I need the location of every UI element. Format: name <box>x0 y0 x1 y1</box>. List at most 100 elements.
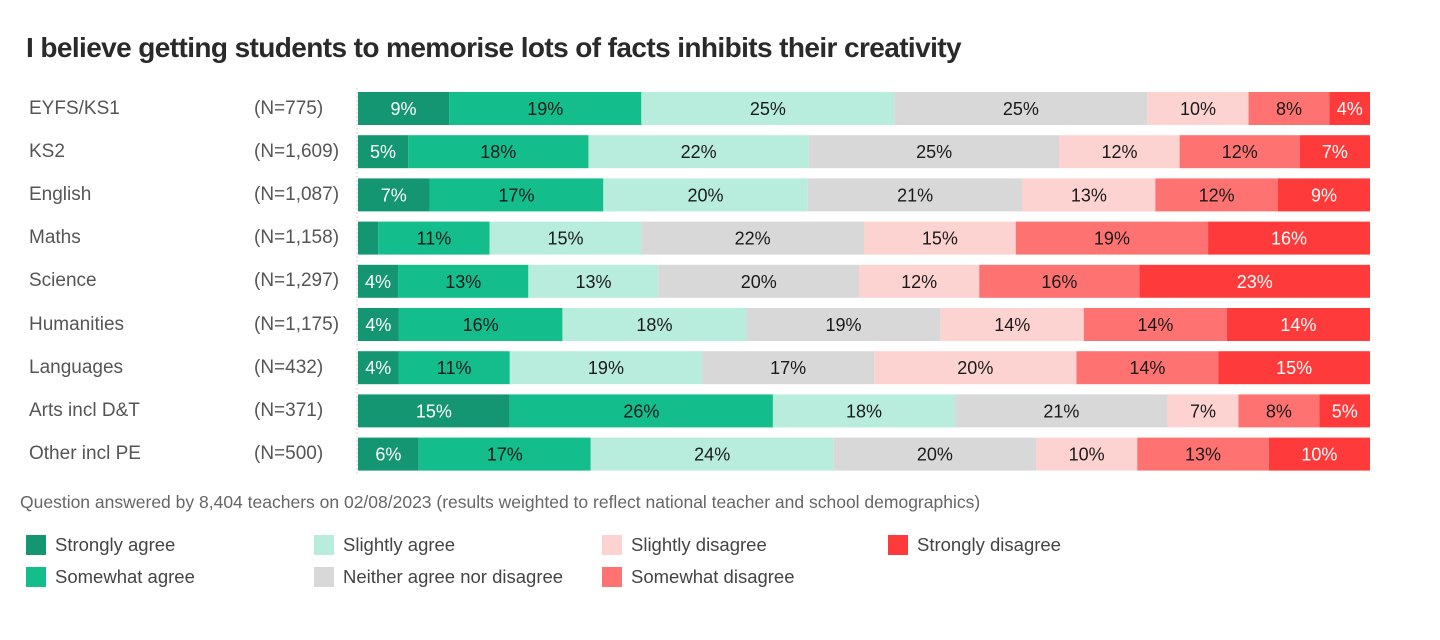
bar-segment <box>509 351 703 385</box>
data-label: 19% <box>1094 229 1130 249</box>
bar-segment <box>528 264 659 298</box>
data-label: 4% <box>365 272 391 292</box>
data-label: 25% <box>1003 99 1039 119</box>
bar-segment <box>1083 308 1227 341</box>
sample-size-label: (N=371) <box>254 399 324 421</box>
bar-row: 9% 19% 25% 25% 10% 8% 4% <box>358 92 1370 125</box>
data-label: 10% <box>1301 445 1337 465</box>
data-label: 13% <box>1185 445 1221 465</box>
legend-swatch <box>314 567 334 587</box>
data-label: 22% <box>681 142 717 162</box>
legend-item: Somewhat agree <box>26 566 195 588</box>
bar-segment <box>746 308 941 341</box>
footnote: Question answered by 8,404 teachers on 0… <box>20 492 981 512</box>
bar-segment <box>1137 437 1269 471</box>
bar-segment <box>358 437 419 471</box>
bar-segment <box>1155 178 1278 212</box>
bar-segment <box>1076 351 1219 385</box>
bar-segment <box>358 92 450 125</box>
bar-row: 4% 13% 13% 20% 12% 16% 23% <box>358 264 1370 298</box>
bar-segment <box>1248 92 1330 125</box>
legend-item: Slightly agree <box>314 534 455 556</box>
bar-segment <box>1015 221 1209 255</box>
bar-segment <box>398 264 529 298</box>
data-label: 14% <box>1137 315 1173 335</box>
data-label: 24% <box>694 445 730 465</box>
data-label: 4% <box>365 315 391 335</box>
data-label: 20% <box>957 358 993 378</box>
data-label: 12% <box>1101 142 1137 162</box>
data-label: 6% <box>375 445 401 465</box>
data-label: 5% <box>370 142 396 162</box>
category-label: Science <box>29 270 97 292</box>
legend-swatch <box>26 567 46 587</box>
bar-segment <box>772 394 956 428</box>
data-label: 25% <box>916 142 952 162</box>
bar-segment <box>1208 221 1370 255</box>
sample-size-label: (N=1,175) <box>254 313 340 335</box>
category-label: Arts incl D&T <box>29 399 140 421</box>
data-label: 13% <box>575 272 611 292</box>
bar-segment <box>808 135 1060 169</box>
bar-segment <box>864 221 1016 255</box>
bar-segment <box>429 178 604 212</box>
bar-segment <box>1218 351 1370 385</box>
data-label: 17% <box>498 185 534 205</box>
data-label: 16% <box>463 315 499 335</box>
category-label: Other incl PE <box>29 443 141 465</box>
sample-size-label: (N=1,609) <box>254 140 340 162</box>
sample-size-label: (N=1,087) <box>254 183 340 205</box>
category-label: KS2 <box>29 140 65 162</box>
data-label: 10% <box>1069 445 1105 465</box>
data-label: 13% <box>445 272 481 292</box>
data-label: 19% <box>826 315 862 335</box>
category-label: Humanities <box>29 313 125 335</box>
sample-size-label: (N=1,158) <box>254 227 340 249</box>
bar-segment <box>1278 178 1370 212</box>
bar-segment <box>590 437 834 471</box>
data-label: 19% <box>527 99 563 119</box>
category-label: EYFS/KS1 <box>29 97 120 119</box>
chart-title: I believe getting students to memorise l… <box>26 32 962 63</box>
bar-segment <box>894 92 1148 125</box>
bar-segment <box>378 221 490 255</box>
bar-segment <box>702 351 875 385</box>
category-label: Maths <box>29 227 81 249</box>
legend-label: Strongly disagree <box>917 534 1061 555</box>
data-label: 19% <box>588 358 624 378</box>
data-label: 21% <box>1043 401 1079 421</box>
bar-segment <box>874 351 1077 385</box>
legend-label: Strongly agree <box>55 534 176 555</box>
data-label: 12% <box>1222 142 1258 162</box>
bar-segment <box>1036 437 1138 471</box>
data-label: 14% <box>1280 315 1316 335</box>
bar-segment <box>641 221 864 255</box>
bar-row: 6% 17% 24% 20% 10% 13% 10% <box>358 437 1370 471</box>
sample-size-label: (N=1,297) <box>254 270 340 292</box>
legend-label: Somewhat disagree <box>631 566 795 587</box>
bar-segment <box>833 437 1037 471</box>
data-label: 7% <box>1322 142 1348 162</box>
sample-size-label: (N=775) <box>254 97 324 119</box>
bar-row: 7% 17% 20% 21% 13% 12% 9% <box>358 178 1370 212</box>
data-label: 16% <box>1271 229 1307 249</box>
bar-segment <box>1329 92 1370 125</box>
bar-segment <box>489 221 642 255</box>
data-label: 15% <box>1276 358 1312 378</box>
data-label: 18% <box>480 142 516 162</box>
bar-segment <box>979 264 1140 298</box>
sample-size-label: (N=500) <box>254 443 324 465</box>
bar-segment <box>1268 437 1370 471</box>
data-label: 12% <box>1199 185 1235 205</box>
data-label: 17% <box>487 445 523 465</box>
bar-segment <box>562 308 747 341</box>
bar-row: 4% 16% 18% 19% 14% 14% 14% <box>358 308 1370 341</box>
category-label: English <box>29 183 92 205</box>
legend-swatch <box>602 535 622 555</box>
data-label: 20% <box>741 272 777 292</box>
legend-label: Slightly agree <box>343 534 456 555</box>
bar-row: 15% 26% 18% 21% 7% 8% 5% <box>358 394 1370 428</box>
data-label: 15% <box>922 229 958 249</box>
data-label: 14% <box>1129 358 1165 378</box>
data-label: 18% <box>636 315 672 335</box>
